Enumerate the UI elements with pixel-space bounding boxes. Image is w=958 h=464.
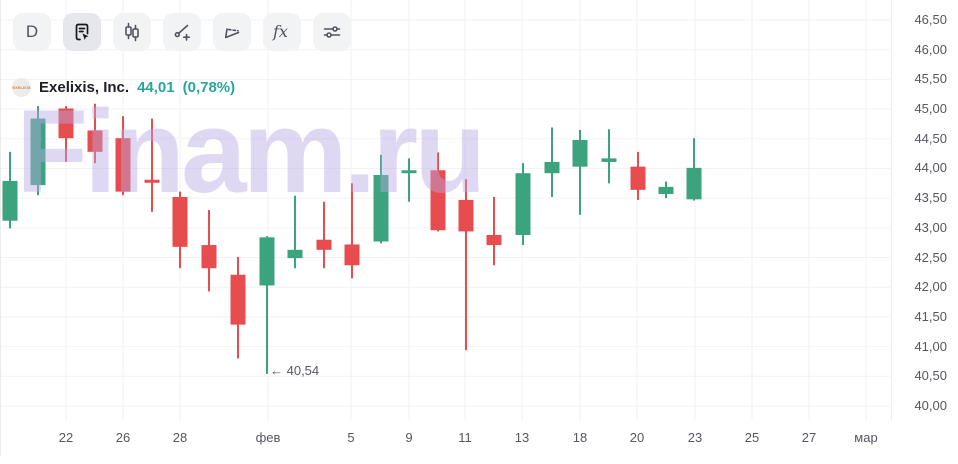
trendline-icon (171, 21, 193, 43)
timeframe-daily-label: D (25, 22, 39, 41)
time-axis-label: 25 (744, 430, 760, 445)
chart-style-button[interactable] (113, 13, 151, 51)
exelixis-logo: EXELIXIS (12, 78, 31, 97)
price-axis-label: 42,00 (914, 279, 947, 295)
candle-body (58, 108, 74, 139)
candle-body (201, 245, 217, 269)
candle-wick (151, 118, 153, 212)
time-axis-label: 11 (458, 430, 472, 445)
candle-body (686, 167, 702, 200)
price-axis-label: 44,00 (914, 160, 947, 176)
candle-body (30, 118, 46, 186)
price-axis-label: 46,00 (914, 41, 947, 57)
ticker-price: 44,01 (137, 79, 175, 96)
price-axis-label: 40,50 (914, 368, 947, 384)
candle-wick (579, 129, 581, 215)
time-axis-label: 27 (801, 430, 817, 445)
price-axis-label: 41,50 (914, 308, 947, 324)
ticker-name: Exelixis, Inc. (39, 79, 130, 96)
timeframe-daily-button[interactable]: D (13, 13, 51, 51)
time-axis-label: 28 (172, 430, 188, 445)
price-axis-label: 45,50 (914, 71, 947, 87)
candle-body (87, 130, 103, 152)
price-axis-label: 43,00 (914, 219, 947, 235)
low-price-annotation: ← 40,54 (270, 363, 320, 378)
candle-body (172, 196, 188, 247)
candle-body (572, 139, 588, 167)
chart-toolbar: D (13, 13, 351, 51)
price-axis-label: 44,50 (914, 130, 947, 146)
angle-tool-button[interactable] (213, 13, 251, 51)
price-axis-label: 46,50 (914, 12, 947, 27)
time-axis-label: 9 (405, 430, 413, 445)
candle-body (287, 249, 303, 259)
candle-wick (294, 195, 296, 269)
candle-body (486, 234, 502, 246)
candle-wick (266, 236, 268, 374)
ticker-change: (0,78%) (182, 79, 236, 96)
candle-wick (608, 129, 610, 184)
candle-body (316, 239, 332, 250)
candle-wick (351, 183, 353, 279)
candle-body (630, 166, 646, 190)
svg-text:fx: fx (272, 22, 288, 41)
ticker-row[interactable]: EXELIXIS Exelixis, Inc. 44,01 (0,78%) (12, 78, 235, 97)
time-axis[interactable]: 22 26 28 фев 5 9 11 13 18 20 23 25 27 мар (0, 420, 890, 456)
candle-body (373, 174, 389, 242)
angle-icon (221, 21, 243, 43)
time-axis-label: мар (854, 430, 878, 445)
candle-body (401, 170, 417, 174)
time-axis-label: 18 (572, 430, 588, 445)
time-axis-label: 26 (115, 430, 131, 445)
candle-body (344, 244, 360, 266)
price-axis-label: 41,00 (914, 338, 947, 354)
price-axis-label: 40,00 (914, 398, 947, 413)
price-axis-separator (891, 0, 892, 420)
time-axis-label: 20 (629, 430, 645, 445)
candle-wick (493, 196, 495, 266)
candlestick-icon (121, 21, 143, 43)
candle-body (115, 138, 131, 192)
time-axis-label: фев (255, 430, 281, 445)
price-axis-label: 43,50 (914, 190, 947, 206)
candle-wick (408, 158, 410, 202)
sliders-icon (321, 21, 343, 43)
candle-body (515, 173, 531, 235)
chart-settings-button[interactable] (313, 13, 351, 51)
trendline-tool-button[interactable] (163, 13, 201, 51)
select-cursor-icon (71, 21, 93, 43)
candle-body (230, 274, 246, 325)
candle-wick (465, 179, 467, 351)
time-axis-label: 5 (347, 430, 355, 445)
time-axis-label: 23 (687, 430, 703, 445)
candle-body (601, 158, 617, 162)
candle-body (144, 179, 160, 183)
candle-body (430, 170, 446, 231)
candle-body (658, 186, 674, 194)
candle-body (458, 199, 474, 232)
candle-body (259, 237, 275, 286)
pane-left-edge (0, 0, 1, 456)
price-axis-label: 45,00 (914, 101, 947, 117)
candle-wick (323, 201, 325, 269)
price-axis-label: 42,50 (914, 249, 947, 265)
time-axis-label: 13 (514, 430, 530, 445)
select-tool-button[interactable] (63, 13, 101, 51)
price-axis[interactable]: 46,50 46,00 45,50 45,00 44,50 44,00 43,50 43,00… (892, 0, 958, 420)
candle-body (2, 180, 18, 221)
indicators-button[interactable]: fx (263, 13, 301, 51)
candle-body (544, 161, 560, 174)
time-axis-label: 22 (58, 430, 74, 445)
fx-icon: fx (269, 21, 295, 43)
